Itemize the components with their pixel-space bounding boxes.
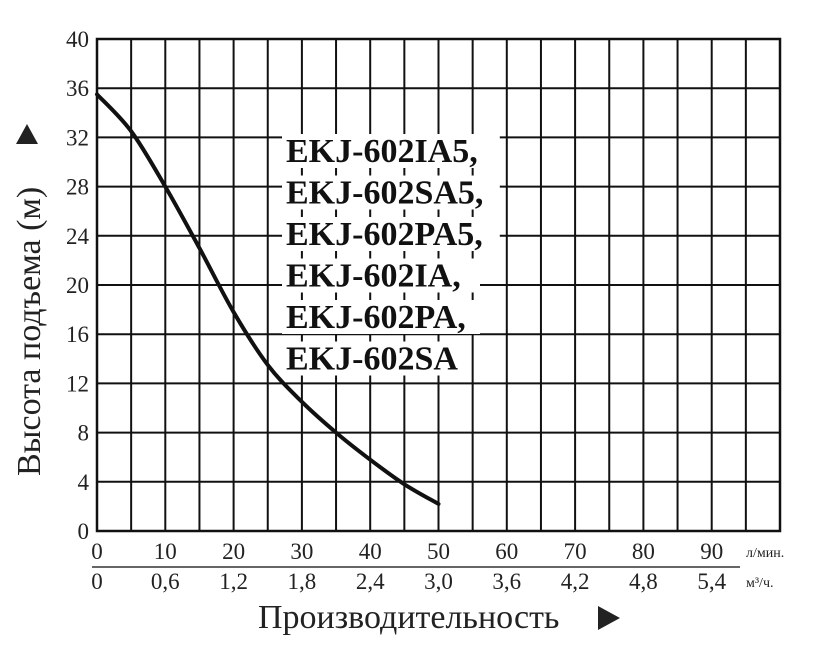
x-secondary-tick-labels: 0 0,6 1,2 1,8 2,4 3,0 3,6 4,2 4,8 5,4 <box>91 569 726 594</box>
x-secondary-tick-label: 5,4 <box>697 569 726 594</box>
model-annotation: EKJ-602PA, <box>286 299 466 336</box>
x-tick-label: 30 <box>290 539 313 564</box>
model-annotation: EKJ-602IA, <box>286 258 461 295</box>
model-annotation: EKJ-602PA5, <box>286 216 483 253</box>
y-tick-label: 4 <box>78 470 90 495</box>
model-annotation: EKJ-602IA5, <box>286 133 478 170</box>
y-axis-title: Высота подъема (м) <box>11 124 48 476</box>
y-axis-arrow-icon <box>16 124 38 144</box>
y-tick-labels: 0 4 8 12 16 20 24 28 32 36 40 <box>66 27 90 544</box>
x-unit-secondary-label: м³/ч. <box>746 576 774 591</box>
x-tick-label: 50 <box>427 539 450 564</box>
annotation-backing <box>282 258 480 293</box>
x-secondary-tick-label: 2,4 <box>356 569 385 594</box>
y-tick-label: 0 <box>78 519 90 544</box>
x-secondary-tick-label: 1,2 <box>219 569 248 594</box>
x-unit-label: л/мин. <box>746 546 784 561</box>
y-tick-label: 20 <box>66 273 89 298</box>
x-tick-label: 60 <box>495 539 518 564</box>
model-annotations: EKJ-602IA5, EKJ-602SA5, EKJ-602PA5, EKJ-602… <box>282 133 500 378</box>
annotation-backing <box>282 134 500 168</box>
annotation-backing <box>282 175 500 210</box>
series-line <box>95 92 441 506</box>
x-tick-label: 40 <box>359 539 382 564</box>
y-tick-label: 8 <box>78 421 90 446</box>
annotation-backing <box>282 217 500 251</box>
x-axis-arrow-icon <box>598 606 620 630</box>
x-secondary-tick-label: 1,8 <box>288 569 317 594</box>
x-secondary-tick-label: 3,6 <box>492 569 521 594</box>
x-secondary-tick-label: 3,0 <box>424 569 453 594</box>
x-tick-labels: 0 10 20 30 40 50 60 70 80 90 <box>91 539 740 568</box>
plot-frame <box>95 37 782 533</box>
x-secondary-tick-label: 0,6 <box>151 569 180 594</box>
y-tick-label: 32 <box>66 125 89 150</box>
annotation-backing <box>282 300 480 334</box>
y-tick-label: 12 <box>66 371 89 396</box>
annotation-backing <box>282 341 461 376</box>
y-tick-label: 16 <box>66 322 89 347</box>
x-tick-label: 90 <box>700 539 723 564</box>
model-annotation: EKJ-602SA <box>286 341 458 378</box>
x-tick-label: 80 <box>632 539 655 564</box>
x-axis-title: Производительность <box>258 599 620 636</box>
model-annotation: EKJ-602SA5, <box>286 175 483 212</box>
x-tick-label: 10 <box>154 539 177 564</box>
x-axis-title-text: Производительность <box>258 599 559 636</box>
y-axis-title-text: Высота подъема (м) <box>11 187 48 476</box>
y-tick-label: 24 <box>66 224 90 249</box>
x-tick-label: 70 <box>564 539 587 564</box>
x-tick-label: 20 <box>222 539 245 564</box>
x-secondary-tick-label: 4,8 <box>629 569 658 594</box>
x-tick-label: 0 <box>91 539 103 564</box>
y-tick-label: 28 <box>66 175 89 200</box>
y-tick-label: 36 <box>66 76 89 101</box>
y-tick-label: 40 <box>66 27 89 52</box>
x-secondary-tick-label: 4,2 <box>561 569 590 594</box>
x-secondary-tick-label: 0 <box>91 569 103 594</box>
